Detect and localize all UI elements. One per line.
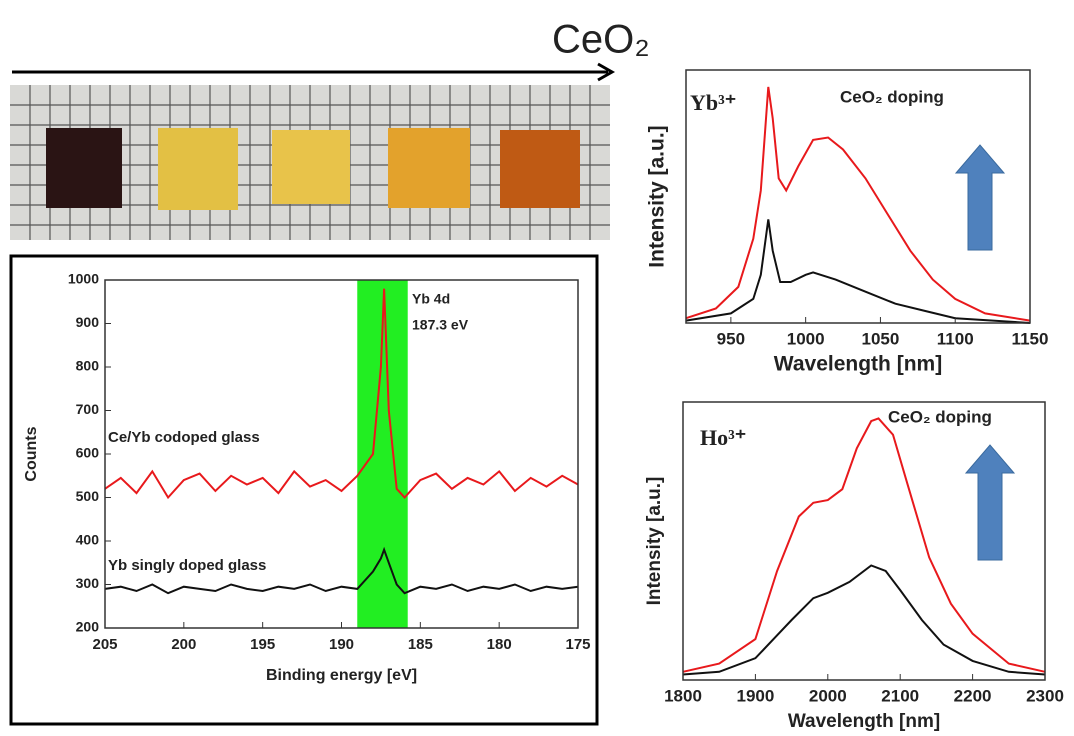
x-axis-label: Wavelength [nm] (774, 353, 942, 376)
y-axis-label: Intensity [a.u.] (646, 125, 669, 267)
series-label: Yb singly doped glass (108, 557, 266, 574)
x-tick-label: 180 (487, 636, 512, 653)
x-tick-label: 1000 (787, 329, 825, 348)
x-tick-label: 175 (565, 636, 590, 653)
header-label: CeO₂ (552, 18, 650, 62)
annotation: CeO₂ doping (840, 87, 944, 106)
x-tick-label: 1100 (937, 329, 974, 348)
annotation: 187.3 eV (412, 317, 469, 333)
x-tick-label: 1800 (664, 686, 702, 705)
plot-frame (685, 69, 1031, 324)
x-tick-label: 185 (408, 636, 433, 653)
x-tick-label: 1900 (736, 686, 774, 705)
x-tick-label: 200 (171, 636, 196, 653)
y-tick-label: 600 (76, 445, 100, 461)
annotation: Yb³⁺ (690, 90, 736, 115)
y-axis-label: Intensity [a.u.] (644, 477, 665, 606)
series-line (685, 219, 1031, 324)
panel-frame (9, 254, 599, 726)
x-tick-label: 195 (250, 636, 275, 653)
plot-frame (104, 279, 579, 629)
annotation: Ho³⁺ (700, 425, 746, 450)
x-tick-label: 950 (717, 329, 745, 348)
x-tick-label: 2200 (954, 686, 992, 705)
x-tick-label: 1050 (862, 329, 900, 348)
annotation: Yb 4d (412, 291, 450, 307)
annotation: CeO₂ doping (888, 407, 992, 426)
plot-frame (682, 401, 1046, 681)
y-tick-label: 500 (76, 488, 100, 504)
y-tick-label: 400 (76, 532, 100, 548)
sample-photo (10, 85, 610, 240)
x-axis-label: Binding energy [eV] (266, 667, 417, 684)
y-tick-label: 700 (76, 401, 100, 417)
series-line (104, 288, 579, 500)
series-line (685, 86, 1031, 322)
y-tick-label: 300 (76, 575, 100, 591)
series-line (104, 546, 579, 595)
x-tick-label: 2000 (809, 686, 847, 705)
x-tick-label: 2100 (881, 686, 919, 705)
y-axis-label: Counts (23, 426, 40, 481)
x-tick-label: 190 (329, 636, 354, 653)
header-arrow-head (597, 62, 616, 82)
series-label: Ce/Yb codoped glass (108, 429, 260, 446)
y-tick-label: 800 (76, 358, 100, 374)
doping-arrow (954, 144, 1006, 251)
x-axis-label: Wavelength [nm] (788, 711, 940, 732)
y-tick-label: 1000 (68, 271, 99, 287)
x-tick-label: 2300 (1026, 686, 1064, 705)
y-tick-label: 200 (76, 619, 100, 635)
y-tick-label: 900 (76, 314, 100, 330)
series-line (682, 417, 1046, 673)
doping-arrow (964, 444, 1016, 561)
x-tick-label: 205 (92, 636, 117, 653)
x-tick-label: 1150 (1012, 329, 1049, 348)
series-line (682, 564, 1046, 676)
